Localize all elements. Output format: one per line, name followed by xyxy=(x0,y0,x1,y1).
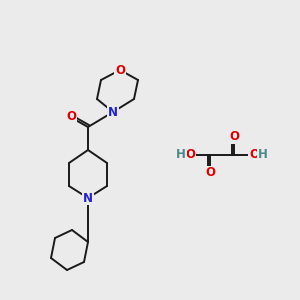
Text: N: N xyxy=(83,191,93,205)
Text: O: O xyxy=(185,148,195,161)
Text: O: O xyxy=(229,130,239,143)
Text: O: O xyxy=(115,64,125,76)
Text: H: H xyxy=(258,148,268,161)
Text: H: H xyxy=(176,148,186,161)
Text: O: O xyxy=(205,167,215,179)
Text: O: O xyxy=(249,148,259,161)
Text: O: O xyxy=(66,110,76,124)
Text: N: N xyxy=(108,106,118,118)
